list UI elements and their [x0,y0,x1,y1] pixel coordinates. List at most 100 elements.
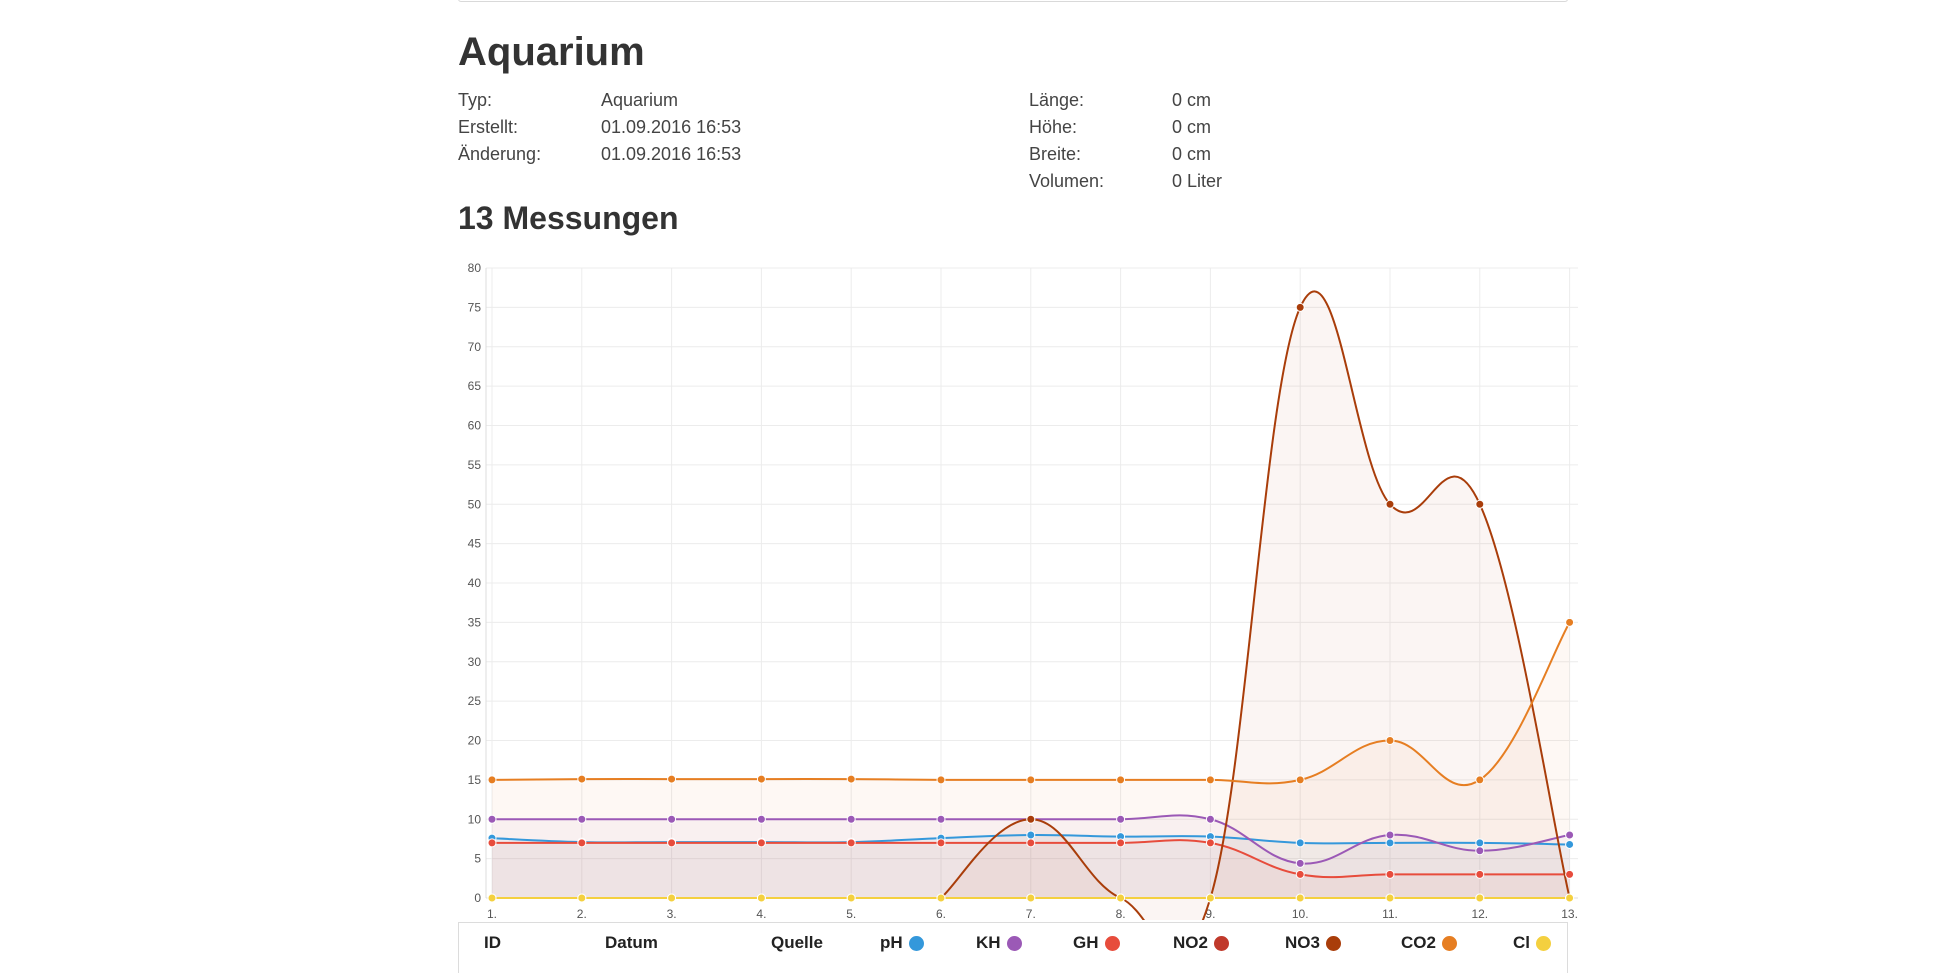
x-tick-label: 1. [487,907,497,920]
x-tick-label: 13. [1561,907,1578,920]
column-header-label: KH [976,933,1001,952]
data-point-co2 [1385,736,1395,745]
data-point-cl [487,893,497,903]
series-area-co2 [492,622,1570,898]
x-tick-label: 2. [577,907,587,920]
column-header-no2[interactable]: NO2 [1173,933,1229,953]
y-tick-label: 80 [468,261,482,275]
data-point-co2 [936,775,946,785]
data-point-kh [577,814,587,824]
data-point-no3 [1026,814,1036,824]
data-point-co2 [667,774,677,784]
info-label: Breite: [1029,144,1082,164]
y-tick-label: 15 [468,773,482,787]
info-value: Aquarium [601,90,679,110]
x-tick-label: 11. [1382,907,1398,920]
data-point-gh [1565,869,1575,879]
x-tick-label: 8. [1116,907,1126,920]
column-header-no3[interactable]: NO3 [1285,933,1341,953]
column-header-label: Datum [605,933,658,952]
y-tick-label: 55 [468,458,482,472]
top-panel-border [458,0,1568,2]
data-point-co2 [846,774,856,784]
y-tick-label: 35 [468,615,482,629]
column-header-kh[interactable]: KH [976,933,1022,953]
info-value: 0 cm [1172,117,1212,137]
data-point-co2 [756,774,766,784]
column-header-gh[interactable]: GH [1073,933,1120,953]
column-header-id[interactable]: ID [484,933,501,953]
data-point-kh [1385,830,1395,840]
data-point-cl [1116,893,1126,903]
data-point-gh [577,838,587,848]
x-tick-label: 7. [1026,907,1036,920]
series-area-gh [492,840,1570,898]
column-header-cl[interactable]: Cl [1513,933,1551,953]
data-point-kh [487,814,497,824]
data-point-gh [667,838,677,848]
x-tick-label: 10. [1292,907,1309,920]
series-color-swatch [1536,935,1551,951]
info-label: Erstellt: [458,117,519,137]
info-label: Volumen: [1029,171,1105,191]
data-point-no3 [1295,302,1305,312]
y-tick-label: 10 [468,812,482,826]
data-point-gh [1385,869,1395,879]
data-point-gh [1116,838,1126,848]
data-point-cl [1565,893,1575,903]
info-label: Typ: [458,90,493,110]
column-header-label: NO3 [1285,933,1320,952]
measurements-chart: 0 5 10 15 20 25 30 35 40 45 50 55 60 65 70 75 80 1. 2. 3. 4.… [468,261,1578,920]
data-point-co2 [577,774,587,784]
x-tick-label: 4. [756,907,766,920]
data-point-cl [1385,893,1395,903]
data-point-gh [756,838,766,848]
series-area-ph [492,834,1570,898]
y-tick-label: 45 [468,537,482,551]
column-header-label: Quelle [771,933,823,952]
y-tick-label: 0 [474,891,481,905]
data-point-kh [1565,830,1575,840]
info-value: 01.09.2016 16:53 [601,144,742,164]
data-point-cl [936,893,946,903]
data-point-cl [846,893,856,903]
column-header-label: Cl [1513,933,1530,952]
info-value: 0 Liter [1172,171,1223,191]
x-tick-label: 5. [846,907,856,920]
data-point-gh [487,838,497,848]
data-point-no3 [1385,499,1395,509]
data-point-gh [1295,869,1305,879]
series-color-swatch [908,935,924,951]
info-label: Höhe: [1029,117,1078,137]
data-point-co2 [1295,775,1305,785]
data-point-co2 [1116,775,1126,785]
data-point-kh [667,814,677,824]
data-point-kh [756,814,766,824]
y-tick-label: 60 [468,419,482,433]
y-tick-label: 50 [468,497,482,511]
x-tick-label: 12. [1471,907,1488,920]
column-header-quelle[interactable]: Quelle [771,933,823,953]
column-header-ph[interactable]: pH [880,933,924,953]
info-label: Länge: [1029,90,1085,110]
data-point-co2 [1475,775,1485,785]
column-header-co2[interactable]: CO2 [1401,933,1457,953]
data-point-gh [846,838,856,848]
data-point-cl [667,893,677,903]
info-value: 0 cm [1172,90,1212,110]
column-header-datum[interactable]: Datum [605,933,658,953]
data-point-ph [1026,830,1036,840]
y-tick-label: 25 [468,694,482,708]
x-tick-label: 3. [667,907,677,920]
data-point-cl [577,893,587,903]
info-label: Änderung: [458,144,542,164]
data-point-co2 [1565,617,1575,627]
y-tick-label: 30 [468,655,482,669]
data-point-gh [1205,838,1215,848]
series-color-swatch [1006,935,1022,951]
y-tick-label: 20 [468,734,482,748]
y-tick-label: 75 [468,300,482,314]
data-point-ph [1475,838,1485,848]
data-point-kh [1205,814,1215,824]
data-point-kh [846,814,856,824]
